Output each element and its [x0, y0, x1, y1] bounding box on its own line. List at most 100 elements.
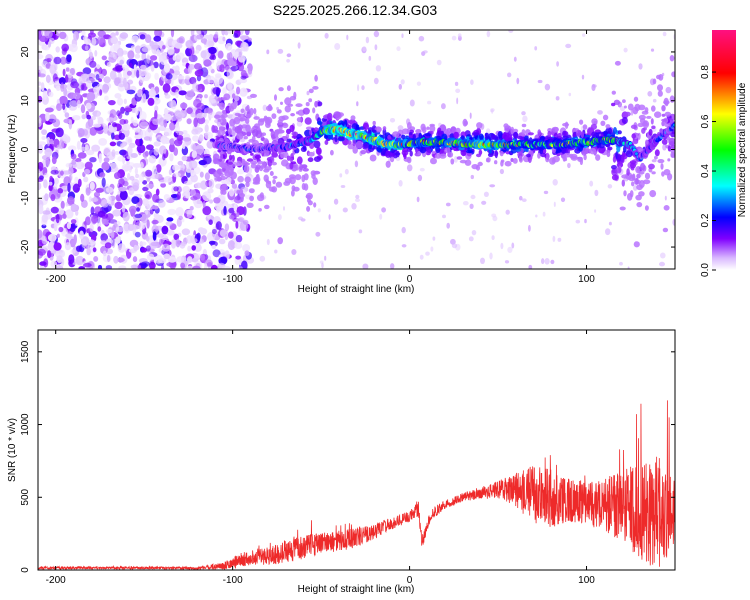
snr-y-ticks: 0 500 1000 1500 [20, 340, 675, 573]
heatmap-cell [141, 247, 148, 253]
heatmap-cell [635, 152, 638, 156]
heatmap-cell [267, 104, 272, 111]
x-tick-label: 100 [578, 274, 595, 285]
heatmap-cell [221, 109, 227, 115]
heatmap-cell [195, 148, 204, 154]
heatmap-cell [568, 92, 572, 97]
heatmap-cell [149, 261, 156, 269]
heatmap-cell [89, 60, 97, 68]
heatmap-cell [623, 105, 627, 109]
heatmap-cell [499, 150, 504, 157]
heatmap-cell [328, 214, 331, 220]
heatmap-cell [650, 48, 655, 52]
heatmap-cell [426, 126, 430, 130]
heatmap-cell [313, 202, 317, 208]
heatmap-cell [126, 89, 136, 95]
heatmap-cell [123, 165, 130, 172]
heatmap-cell [204, 124, 209, 133]
heatmap-cell [649, 190, 657, 198]
heatmap-cell [627, 193, 633, 201]
y-tick-label: -10 [20, 191, 31, 206]
heatmap-cell [238, 51, 242, 58]
heatmap-cell [468, 236, 474, 242]
heatmap-cell [181, 57, 189, 64]
heatmap-cell [360, 150, 367, 155]
heatmap-cell [185, 190, 191, 199]
heatmap-cell [246, 158, 254, 162]
heatmap-cell [327, 112, 333, 121]
heatmap-cell [595, 154, 601, 161]
heatmap-cell [38, 65, 43, 73]
heatmap-cell [250, 163, 257, 169]
heatmap-cell [239, 35, 248, 40]
heatmap-cell [222, 87, 227, 95]
heatmap-cell [216, 161, 221, 165]
heatmap-cell [86, 149, 95, 156]
heatmap-cell [560, 197, 566, 203]
heatmap-cell [286, 155, 291, 161]
heatmap-cell [76, 140, 81, 150]
heatmap-cell [605, 228, 611, 236]
heatmap-cell [234, 195, 241, 201]
heatmap-cell [281, 115, 289, 121]
heatmap-cell [510, 126, 515, 135]
heatmap-cell [60, 200, 65, 209]
heatmap-cell [48, 184, 53, 192]
heatmap-cell [114, 172, 121, 180]
heatmap-cell [237, 113, 242, 118]
heatmap-cell [191, 245, 196, 251]
heatmap-cell [223, 134, 227, 141]
heatmap-cell [668, 137, 675, 146]
heatmap-cell [296, 111, 299, 115]
heatmap-cell [333, 111, 341, 119]
heatmap-cell [305, 102, 310, 107]
heatmap-cell [250, 152, 254, 156]
heatmap-cell [616, 153, 622, 162]
y-tick-label: 500 [20, 488, 31, 505]
heatmap-cell [340, 185, 346, 188]
heatmap-cell [612, 156, 617, 163]
heatmap-cell [140, 64, 147, 70]
heatmap-cell [132, 119, 138, 127]
heatmap-cell [146, 54, 151, 64]
heatmap-cell [169, 153, 174, 162]
heatmap-cell [608, 221, 612, 226]
heatmap-cell [155, 134, 163, 144]
heatmap-cell [362, 263, 369, 269]
heatmap-cell [229, 215, 235, 220]
heatmap-cell [389, 118, 396, 123]
spectrogram-cells [38, 30, 675, 269]
heatmap-cell [485, 157, 490, 163]
heatmap-cell [660, 252, 666, 259]
heatmap-cell [334, 134, 338, 143]
heatmap-cell [255, 164, 261, 170]
heatmap-cell [497, 131, 503, 139]
heatmap-cell [640, 162, 646, 171]
heatmap-cell [156, 233, 165, 238]
heatmap-cell [97, 30, 106, 37]
heatmap-cell [119, 190, 128, 201]
heatmap-cell [47, 250, 52, 259]
heatmap-cell [75, 210, 79, 216]
heatmap-cell [478, 149, 483, 155]
heatmap-cell [55, 127, 64, 138]
heatmap-cell [139, 241, 147, 246]
heatmap-cell [98, 138, 108, 146]
heatmap-cell [368, 55, 372, 61]
heatmap-cell [550, 259, 555, 265]
heatmap-cell [420, 123, 426, 131]
heatmap-cell [489, 184, 496, 188]
heatmap-cell [122, 211, 130, 222]
heatmap-cell [180, 102, 188, 109]
heatmap-cell [247, 37, 252, 42]
heatmap-cell [114, 151, 120, 155]
heatmap-cell [62, 103, 66, 110]
heatmap-cell [38, 229, 43, 239]
heatmap-cell [499, 168, 504, 175]
heatmap-cell [305, 126, 313, 130]
heatmap-cell [88, 196, 92, 203]
heatmap-cell [228, 207, 236, 214]
heatmap-cell [55, 265, 64, 269]
heatmap-cell [200, 254, 206, 261]
heatmap-cell [212, 249, 221, 258]
